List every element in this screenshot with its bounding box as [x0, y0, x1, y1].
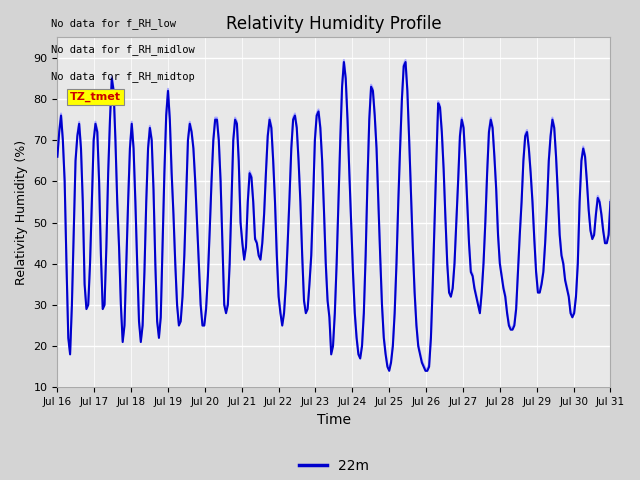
Legend: 22m: 22m	[293, 453, 374, 479]
Y-axis label: Relativity Humidity (%): Relativity Humidity (%)	[15, 140, 28, 285]
Text: No data for f_RH_midtop: No data for f_RH_midtop	[51, 71, 195, 82]
Title: Relativity Humidity Profile: Relativity Humidity Profile	[226, 15, 442, 33]
Text: No data for f_RH_midlow: No data for f_RH_midlow	[51, 45, 195, 55]
X-axis label: Time: Time	[317, 413, 351, 427]
Text: TZ_tmet: TZ_tmet	[70, 92, 121, 102]
Text: No data for f_RH_low: No data for f_RH_low	[51, 18, 176, 29]
